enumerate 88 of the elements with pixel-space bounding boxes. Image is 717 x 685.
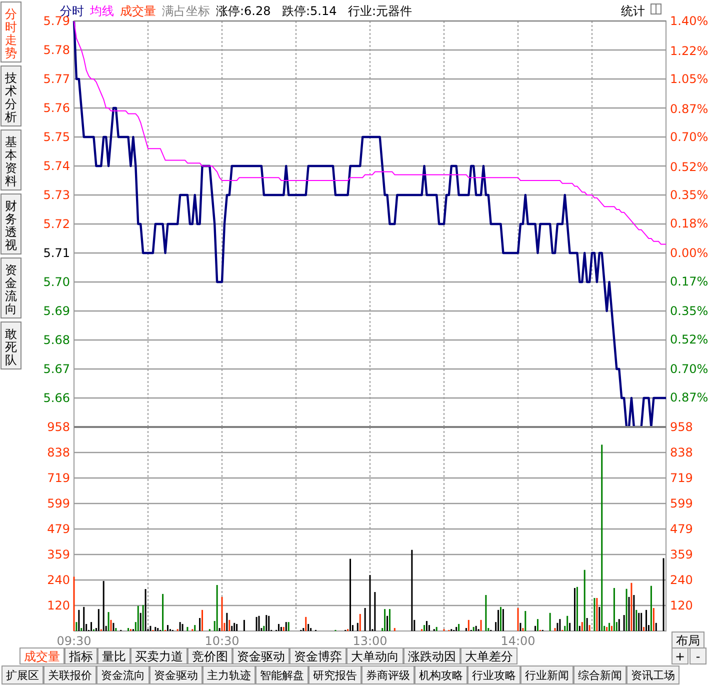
- text: 买卖力道: [135, 649, 183, 664]
- x-tick-label: 10:30: [204, 634, 240, 648]
- y2-tick-label: 1.22%: [670, 44, 708, 58]
- text: 资金流向: [101, 668, 145, 682]
- y-tick-label: 479: [47, 522, 70, 536]
- text: 资金流向: [5, 263, 17, 316]
- text: 扩展区: [6, 668, 39, 682]
- text: 成交量: [120, 4, 156, 18]
- y-tick-label: 5.66: [43, 391, 70, 406]
- y2-tick-label: 958: [670, 420, 693, 434]
- y2-tick-label: 359: [670, 548, 693, 562]
- y-tick-label: 359: [47, 548, 70, 562]
- y-tick-label: 719: [47, 471, 70, 486]
- y-tick-label: 5.76: [43, 101, 70, 116]
- y-tick-label: 5.70: [43, 275, 70, 290]
- y-tick-label: 5.71: [43, 246, 70, 260]
- y2-tick-label: 0.87%: [670, 102, 708, 116]
- text: 资金驱动: [237, 649, 285, 664]
- text: 统计: [621, 4, 645, 18]
- text: 行业攻略: [472, 668, 516, 682]
- y2-tick-label: 0.52%: [670, 332, 708, 346]
- text: 行业新闻: [525, 668, 569, 682]
- text: 财务透视: [5, 199, 17, 252]
- text: 涨停:6.28: [216, 4, 271, 18]
- x-tick-label: 14:00: [500, 634, 536, 648]
- text: 技术分析: [4, 71, 17, 124]
- y-tick-label: 5.72: [43, 217, 70, 232]
- text: 主力轨迹: [207, 668, 251, 682]
- y2-tick-label: 0.35%: [670, 188, 708, 202]
- y-tick-label: 5.67: [43, 362, 70, 376]
- y-tick-label: 5.78: [43, 43, 70, 58]
- y2-tick-label: 0.35%: [670, 304, 708, 318]
- y-tick-label: 5.74: [43, 159, 70, 174]
- text: 大单动向: [351, 649, 399, 664]
- text: 竞价图: [192, 649, 228, 664]
- text: 成交量: [24, 649, 60, 664]
- text: +: [674, 649, 686, 664]
- y2-tick-label: 479: [670, 522, 693, 536]
- text: 满占坐标: [162, 4, 210, 18]
- text: 资讯工场: [631, 668, 675, 682]
- y-tick-label: 240: [47, 573, 70, 588]
- x-tick-label: 09:30: [56, 634, 92, 648]
- y2-tick-label: 120: [670, 598, 693, 613]
- y-tick-label: 958: [47, 420, 70, 434]
- y2-tick-label: 719: [670, 471, 693, 486]
- text: 基本资料: [5, 135, 17, 188]
- y2-tick-label: 1.40%: [670, 14, 708, 28]
- text: 综合新闻: [578, 668, 622, 682]
- y2-tick-label: 0.70%: [670, 362, 708, 376]
- text: 资金博弈: [294, 649, 342, 664]
- y2-tick-label: 0.70%: [670, 130, 708, 144]
- y2-tick-label: 0.17%: [670, 274, 708, 288]
- text: 布局: [676, 633, 700, 648]
- text: 敢死队: [5, 327, 17, 367]
- y-tick-label: 599: [47, 496, 70, 511]
- text: 量比: [102, 649, 126, 664]
- y-tick-label: 5.75: [43, 130, 70, 144]
- y-tick-label: 5.73: [43, 188, 70, 202]
- y2-tick-label: 599: [670, 496, 693, 511]
- text: 资金驱动: [154, 668, 198, 682]
- text: 指标: [68, 649, 93, 664]
- text: 关联报价: [48, 668, 92, 682]
- text: 行业:元器件: [348, 4, 412, 18]
- y-tick-label: 5.68: [43, 333, 70, 348]
- text: 分时走势: [5, 7, 17, 60]
- y-tick-label: 5.69: [43, 304, 70, 318]
- text: 研究报告: [313, 668, 357, 682]
- text: 跌停:5.14: [282, 4, 337, 18]
- series-label: 均线: [89, 4, 114, 18]
- y2-tick-label: 1.05%: [670, 72, 708, 86]
- text: -: [696, 649, 700, 664]
- text: 涨跌动因: [408, 649, 456, 664]
- y-tick-label: 838: [47, 446, 70, 460]
- y2-tick-label: 0.87%: [670, 390, 708, 404]
- series-label: 分时: [60, 4, 84, 18]
- text: 券商评级: [366, 668, 410, 682]
- text: 智能解盘: [260, 668, 304, 682]
- y-tick-label: 5.77: [43, 72, 70, 86]
- y2-tick-label: 838: [670, 446, 693, 460]
- y-tick-label: 120: [47, 598, 70, 613]
- x-tick-label: 13:00: [352, 634, 388, 648]
- y2-tick-label: 0.52%: [670, 160, 708, 174]
- line-series: [74, 20, 666, 245]
- text: 机构攻略: [419, 668, 463, 682]
- y2-tick-label: 240: [670, 573, 693, 588]
- y2-tick-label: 0.00%: [670, 246, 708, 260]
- text: 大单差分: [465, 649, 513, 664]
- y2-tick-label: 0.18%: [670, 216, 708, 230]
